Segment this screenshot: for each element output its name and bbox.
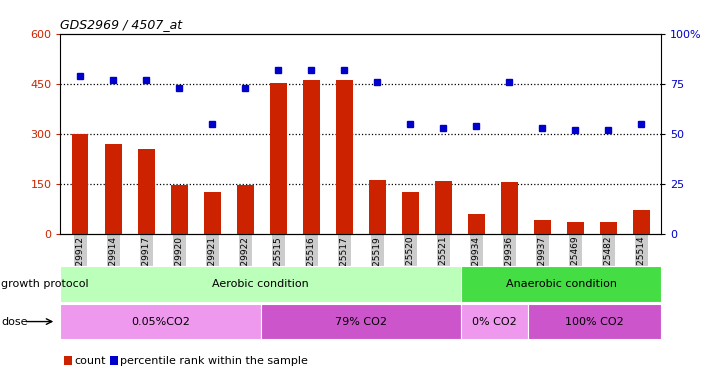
Text: percentile rank within the sample: percentile rank within the sample [120, 356, 308, 366]
Bar [369, 180, 385, 234]
Text: Aerobic condition: Aerobic condition [213, 279, 309, 289]
Bar [171, 185, 188, 234]
Bar [534, 220, 550, 234]
Bar [435, 181, 451, 234]
Bar [600, 222, 616, 234]
Text: 79% CO2: 79% CO2 [335, 316, 387, 327]
Bar [634, 210, 650, 234]
Text: GDS2969 / 4507_at: GDS2969 / 4507_at [60, 18, 183, 31]
Bar [270, 83, 287, 234]
Text: growth protocol: growth protocol [1, 279, 89, 289]
Text: 100% CO2: 100% CO2 [565, 316, 624, 327]
Bar [501, 182, 518, 234]
Bar [468, 214, 485, 234]
Bar [237, 185, 254, 234]
Bar [105, 144, 122, 234]
Bar [336, 80, 353, 234]
Bar [567, 222, 584, 234]
Bar [204, 192, 220, 234]
Text: Anaerobic condition: Anaerobic condition [506, 279, 616, 289]
Text: dose: dose [1, 316, 28, 327]
Text: count: count [74, 356, 105, 366]
Bar [138, 149, 154, 234]
Text: 0.05%CO2: 0.05%CO2 [131, 316, 190, 327]
Text: 0% CO2: 0% CO2 [472, 316, 517, 327]
Bar [402, 192, 419, 234]
Bar [303, 80, 319, 234]
Bar [72, 134, 88, 234]
